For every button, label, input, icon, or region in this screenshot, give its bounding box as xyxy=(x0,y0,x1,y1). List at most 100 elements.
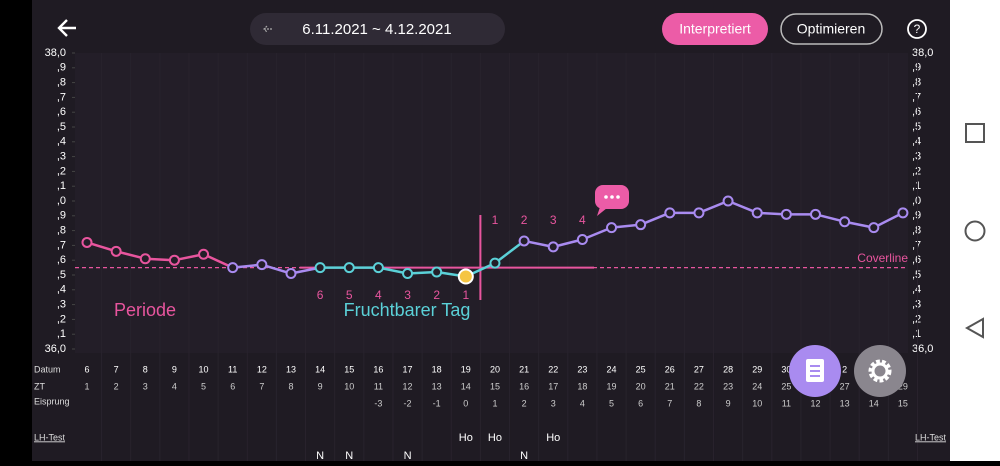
plot-bg xyxy=(75,53,908,353)
optimize-button[interactable] xyxy=(780,13,883,45)
date-label: 27 xyxy=(694,364,704,374)
y-tick-label: 36,0 xyxy=(45,343,66,355)
y-tick-label: ,7 xyxy=(57,239,66,251)
zt-label: 3 xyxy=(143,381,148,391)
point xyxy=(810,208,821,220)
point xyxy=(168,254,180,266)
date-label: 19 xyxy=(461,364,471,374)
y2-tick-label: ,7 xyxy=(912,239,921,251)
date-label: 9 xyxy=(172,364,177,374)
zt-label: 24 xyxy=(752,381,762,391)
eisprung-label: 4 xyxy=(580,398,585,408)
y-tick-label: ,4 xyxy=(57,136,66,148)
zt-label: 21 xyxy=(665,381,675,391)
date-label: 22 xyxy=(548,364,558,374)
point xyxy=(518,235,530,247)
y2-tick-label: ,8 xyxy=(912,225,921,237)
point xyxy=(664,207,676,219)
y2-tick-label: ,8 xyxy=(912,77,921,89)
y2-tick-label: ,2 xyxy=(912,313,921,325)
row-label: LH-Test xyxy=(34,432,66,442)
left-edge xyxy=(0,0,32,461)
date-label: 8 xyxy=(143,364,148,374)
y-tick-label: ,1 xyxy=(57,328,66,340)
segment xyxy=(494,239,525,265)
date-label: 23 xyxy=(577,364,587,374)
gear-teeth xyxy=(868,359,892,383)
y-tick-label: ,9 xyxy=(57,210,66,222)
chart: 38,0 38,0,9,9,8,8,7,7,6,6,5,5,4,4,3,3,2,2… xyxy=(34,47,947,462)
zt-label: 18 xyxy=(577,381,587,391)
date-label: 7 xyxy=(114,364,119,374)
interpret-button[interactable] xyxy=(662,13,768,45)
date-label: 26 xyxy=(665,364,675,374)
zt-label: 7 xyxy=(259,381,264,391)
zt-label: 4 xyxy=(172,381,177,391)
zt-label: 20 xyxy=(636,381,646,391)
zt-label: 23 xyxy=(723,381,733,391)
lh-neg: N xyxy=(520,450,528,461)
date-pill[interactable] xyxy=(250,13,505,45)
annotation: Fruchtbarer Tag xyxy=(344,300,471,320)
zt-label: 5 xyxy=(201,381,206,391)
eisprung-label: 5 xyxy=(609,398,614,408)
eisprung-label: 12 xyxy=(810,398,820,408)
nav-home[interactable] xyxy=(964,220,986,242)
post-count: 3 xyxy=(550,213,557,227)
date-label: 11 xyxy=(228,364,237,374)
y-tick-label: ,2 xyxy=(57,313,66,325)
y-tick-label: ,3 xyxy=(57,151,66,163)
optimize-label: Optimieren xyxy=(797,21,865,37)
row-label: Eisprung xyxy=(34,396,70,406)
countdown: 4 xyxy=(375,288,382,302)
date-label: 6 xyxy=(84,364,89,374)
help-icon[interactable] xyxy=(907,19,927,39)
date-label: 25 xyxy=(636,364,646,374)
point xyxy=(839,216,851,228)
point xyxy=(198,248,210,260)
date-label: 13 xyxy=(286,364,296,374)
y2-tick-label: ,6 xyxy=(912,106,921,118)
y2-tick-label: ,3 xyxy=(912,151,921,163)
date-label: 14 xyxy=(315,364,325,374)
countdown: 5 xyxy=(346,288,353,302)
y2-tick-label: ,7 xyxy=(912,91,921,103)
date-label: 17 xyxy=(403,364,413,374)
point xyxy=(693,207,705,219)
date-label: 30 xyxy=(781,364,791,374)
nav-recent[interactable] xyxy=(965,123,985,143)
eisprung-label: -1 xyxy=(433,398,441,408)
zt-label: 9 xyxy=(318,381,323,391)
post-count: 2 xyxy=(521,213,528,227)
dot xyxy=(616,195,620,199)
zt-label: 8 xyxy=(288,381,293,391)
point xyxy=(372,262,384,274)
y2-tick-label: ,6 xyxy=(912,254,921,266)
eisprung-label: 11 xyxy=(782,398,791,408)
date-label: 2 xyxy=(842,364,847,374)
back-arrow[interactable] xyxy=(57,19,76,37)
y2-tick-label: ,9 xyxy=(912,210,921,222)
zt-label: 27 xyxy=(840,381,850,391)
date-label: 24 xyxy=(607,364,617,374)
point xyxy=(139,253,151,265)
eisprung-label: 15 xyxy=(898,398,908,408)
point xyxy=(897,207,909,219)
settings-button[interactable] xyxy=(854,345,906,397)
zt-label: 13 xyxy=(432,381,442,391)
zt-label: 17 xyxy=(548,381,558,391)
eisprung-label: 0 xyxy=(463,398,468,408)
zt-label: 19 xyxy=(607,381,617,391)
point xyxy=(285,268,297,280)
eisprung-label: -2 xyxy=(404,398,412,408)
y2-tick-label: ,5 xyxy=(912,121,921,133)
eisprung-label: 6 xyxy=(638,398,643,408)
row-label: Datum xyxy=(34,364,61,374)
point xyxy=(606,222,618,234)
point xyxy=(227,262,239,274)
y2-tick-label: ,3 xyxy=(912,299,921,311)
nav-back[interactable] xyxy=(964,317,984,339)
y-tick-label: ,6 xyxy=(57,254,66,266)
eisprung-label: 10 xyxy=(752,398,762,408)
point xyxy=(751,207,763,219)
